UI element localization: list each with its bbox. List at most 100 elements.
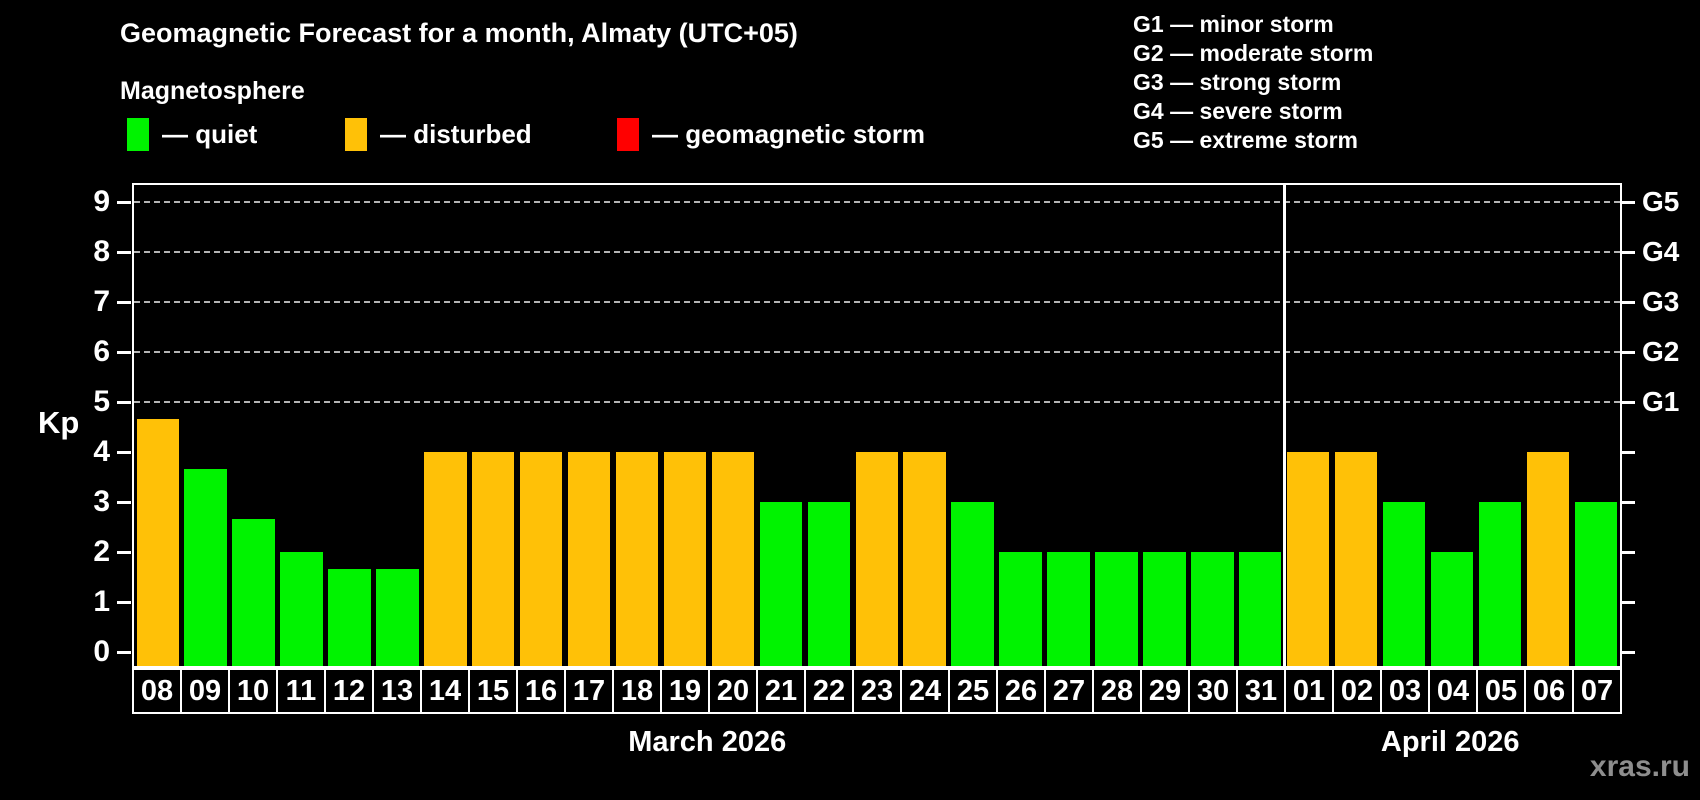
bar-day-04 <box>1430 552 1474 666</box>
legend-label-disturbed: — disturbed <box>380 119 532 149</box>
bar-day-19 <box>663 452 707 666</box>
left-tick-6 <box>117 350 131 354</box>
y-label-9: 9 <box>93 185 110 218</box>
bar-day-12 <box>328 568 371 666</box>
date-cell-23: 23 <box>854 670 902 712</box>
gridline-kp6 <box>134 351 1620 353</box>
bar-day-05 <box>1478 502 1522 666</box>
right-tick-1 <box>1621 600 1635 604</box>
bar-day-03 <box>1382 502 1426 666</box>
quiet-color-swatch-icon <box>127 118 149 151</box>
date-cell-28: 28 <box>1094 670 1142 712</box>
g-legend-item-g3: G3 — strong storm <box>1133 69 1342 95</box>
gridline-kp9 <box>134 201 1620 203</box>
right-tick-2 <box>1621 550 1635 554</box>
date-cell-25: 25 <box>950 670 998 712</box>
g-label-g5: G5 <box>1642 186 1680 217</box>
date-cell-16: 16 <box>518 670 566 712</box>
legend-item-storm: — geomagnetic storm <box>617 118 925 151</box>
left-tick-9 <box>117 200 131 204</box>
date-cell-29: 29 <box>1142 670 1190 712</box>
g-label-g4: G4 <box>1642 236 1680 267</box>
date-cell-12: 12 <box>326 670 374 712</box>
g-legend-item-g2: G2 — moderate storm <box>1133 40 1374 66</box>
legend-label-storm: — geomagnetic storm <box>652 119 926 149</box>
left-tick-1 <box>117 600 131 604</box>
right-tick-4 <box>1621 450 1635 454</box>
disturbed-color-swatch-icon <box>345 118 367 151</box>
y-label-1: 1 <box>93 585 110 618</box>
legend-item-disturbed: — disturbed <box>345 118 532 151</box>
bar-day-15 <box>472 452 515 666</box>
bar-day-29 <box>1143 552 1186 666</box>
right-tick-5 <box>1621 400 1635 404</box>
bar-day-09 <box>184 468 227 666</box>
storm-color-swatch-icon <box>617 118 639 151</box>
right-tick-3 <box>1621 500 1635 504</box>
date-cell-09: 09 <box>182 670 230 712</box>
date-cell-04: 04 <box>1430 670 1478 712</box>
gridline-kp8 <box>134 251 1620 253</box>
g-label-g2: G2 <box>1642 336 1680 367</box>
bar-day-25 <box>951 502 994 666</box>
bar-day-22 <box>807 502 851 666</box>
bar-day-16 <box>519 452 563 666</box>
bar-day-26 <box>999 552 1042 666</box>
right-tick-6 <box>1621 350 1635 354</box>
y-label-7: 7 <box>93 285 110 318</box>
page-title: Geomagnetic Forecast for a month, Almaty… <box>120 18 798 48</box>
date-cell-27: 27 <box>1046 670 1094 712</box>
left-tick-2 <box>117 550 131 554</box>
y-label-3: 3 <box>93 485 110 518</box>
legend-item-quiet: — quiet <box>127 118 257 151</box>
right-tick-0 <box>1621 650 1635 654</box>
g-legend-item-g1: G1 — minor storm <box>1133 11 1334 37</box>
date-cell-01: 01 <box>1286 670 1334 712</box>
g-legend-item-g5: G5 — extreme storm <box>1133 127 1358 153</box>
date-cell-26: 26 <box>998 670 1046 712</box>
date-cell-13: 13 <box>374 670 422 712</box>
chart-subtitle: Magnetosphere <box>120 77 305 105</box>
right-tick-8 <box>1621 250 1635 254</box>
bar-day-27 <box>1047 552 1090 666</box>
month-label-april: April 2026 <box>1380 726 1520 758</box>
bar-day-31 <box>1239 552 1282 666</box>
gridline-kp5 <box>134 401 1620 403</box>
date-cell-10: 10 <box>230 670 278 712</box>
g-label-g3: G3 <box>1642 286 1680 317</box>
date-cell-05: 05 <box>1478 670 1526 712</box>
date-cell-19: 19 <box>662 670 710 712</box>
date-cell-06: 06 <box>1526 670 1574 712</box>
bar-day-30 <box>1191 552 1234 666</box>
bar-day-07 <box>1574 502 1617 666</box>
legend-label-quiet: — quiet <box>162 119 258 149</box>
left-tick-0 <box>117 650 131 654</box>
left-tick-3 <box>117 500 131 504</box>
date-cell-14: 14 <box>422 670 470 712</box>
date-cell-08: 08 <box>134 670 182 712</box>
bar-day-18 <box>615 452 659 666</box>
date-cell-22: 22 <box>806 670 854 712</box>
right-tick-9 <box>1621 200 1635 204</box>
bar-day-11 <box>280 552 323 666</box>
y-label-0: 0 <box>93 635 110 668</box>
bar-day-02 <box>1334 452 1378 666</box>
status-legend: — quiet — disturbed — geomagnetic storm <box>0 118 1700 162</box>
y-label-8: 8 <box>93 235 110 268</box>
left-tick-8 <box>117 250 131 254</box>
g-scale-legend: G1 — minor storm G2 — moderate storm G3 … <box>1133 10 1373 155</box>
bar-day-17 <box>567 452 611 666</box>
bar-day-06 <box>1526 452 1570 666</box>
kp-axis-label: Kp <box>38 405 80 440</box>
date-cell-11: 11 <box>278 670 326 712</box>
y-label-5: 5 <box>93 385 110 418</box>
date-cell-18: 18 <box>614 670 662 712</box>
date-cell-07: 07 <box>1580 674 1614 707</box>
date-cell-17: 17 <box>566 670 614 712</box>
month-divider <box>1282 185 1286 666</box>
y-label-6: 6 <box>93 335 110 368</box>
watermark: xras.ru <box>1589 750 1690 783</box>
left-tick-4 <box>117 450 131 454</box>
g-legend-item-g4: G4 — severe storm <box>1133 98 1343 124</box>
